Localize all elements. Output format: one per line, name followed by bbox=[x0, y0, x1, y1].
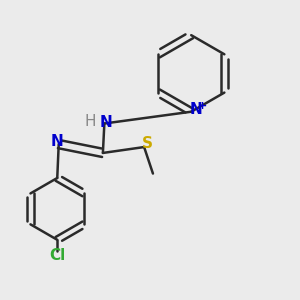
Text: N: N bbox=[189, 102, 202, 117]
Text: +: + bbox=[198, 101, 207, 111]
Text: N: N bbox=[100, 116, 112, 130]
Text: N: N bbox=[51, 134, 64, 149]
Text: H: H bbox=[85, 114, 96, 129]
Text: S: S bbox=[142, 136, 153, 151]
Text: Cl: Cl bbox=[49, 248, 65, 263]
